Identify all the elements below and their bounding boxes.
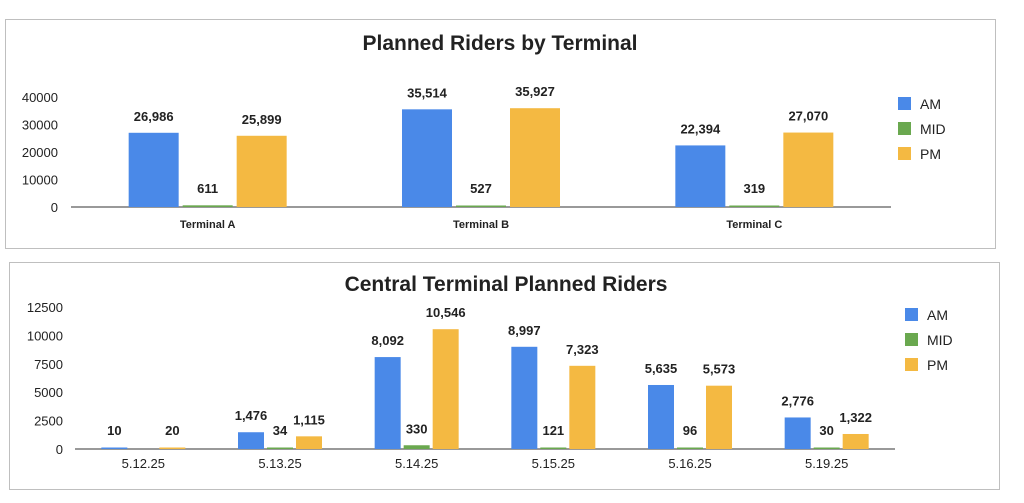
bar-am [101,447,128,449]
bar-am [675,145,726,207]
data-label: 26,986 [134,109,174,124]
bar-mid [677,447,703,449]
x-tick-label: Terminal C [726,219,782,231]
data-label: 5,573 [703,362,736,377]
data-label: 1,476 [235,408,268,423]
legend-label-pm: PM [920,146,941,162]
data-label: 10 [107,423,121,438]
chart-title: Planned Riders by Terminal [362,32,637,55]
data-label: 96 [683,423,697,438]
bar-mid [403,445,430,449]
x-tick-label: Terminal B [453,219,509,231]
legend-label-mid: MID [927,332,953,348]
y-tick-label: 7500 [34,357,63,372]
data-label: 527 [470,181,492,196]
data-label: 8,092 [371,333,404,348]
legend-label-pm: PM [927,357,948,373]
bar-mid [267,447,293,449]
y-tick-label: 0 [51,200,58,215]
x-tick-label: 5.12.25 [122,456,165,471]
legend-label-mid: MID [920,121,946,137]
data-label: 1,115 [293,412,325,427]
data-label: 25,899 [242,112,282,127]
data-label: 7,323 [566,342,599,357]
bar-pm [236,135,287,207]
y-tick-label: 10000 [22,173,58,188]
data-label: 34 [273,423,288,438]
legend-swatch-pm [905,358,918,371]
chart-panel-terminals: Planned Riders by Terminal 0 10000 20000 300… [5,19,996,249]
data-label: 611 [197,181,218,196]
bar-mid [729,205,780,207]
data-label: 8,997 [508,323,541,338]
y-tick-label: 10000 [27,328,63,343]
bar-am [128,132,179,207]
chart-panel-central: Central Terminal Planned Riders 0 2500 5000… [9,262,1000,490]
bar-am [402,109,452,207]
x-tick-label: 5.13.25 [258,456,301,471]
bar-am [511,346,538,449]
data-label: 10,546 [426,305,466,320]
bar-pm [842,433,869,449]
legend-swatch-am [898,97,911,110]
y-tick-label: 0 [56,442,63,457]
data-label: 319 [743,181,765,196]
bar-pm [510,108,560,207]
y-tick-label: 2500 [34,414,63,429]
data-label: 35,514 [407,85,448,100]
data-label: 2,776 [781,393,814,408]
legend-swatch-mid [905,333,918,346]
data-label: 5,635 [645,361,678,376]
legend-swatch-am [905,308,918,321]
x-tick-label: 5.15.25 [532,456,575,471]
bar-mid [540,447,567,449]
bar-am [648,384,674,449]
data-label: 22,394 [680,121,721,136]
legend-label-am: AM [920,96,941,112]
x-tick-label: Terminal A [180,219,236,231]
y-tick-label: 20000 [22,145,58,160]
bar-mid [456,205,506,207]
chart-terminals: Planned Riders by Terminal 0 10000 20000 300… [22,32,946,231]
data-label: 121 [542,423,564,438]
data-label: 27,070 [788,109,828,124]
bar-pm [159,447,186,449]
data-label: 1,322 [839,410,872,425]
data-label: 330 [406,421,428,436]
legend-label-am: AM [927,307,948,323]
bar-pm [783,132,834,207]
bar-pm [432,329,459,449]
data-label: 35,927 [515,84,555,99]
chart-central: Central Terminal Planned Riders 0 2500 5000… [27,273,953,471]
bar-am [374,357,401,449]
y-tick-label: 5000 [34,385,63,400]
bar-pm [569,365,596,449]
x-tick-label: 5.19.25 [805,456,848,471]
bar-am [784,417,811,449]
legend-swatch-pm [898,147,911,160]
chart-title: Central Terminal Planned Riders [345,273,668,296]
y-tick-label: 12500 [27,300,63,315]
legend-swatch-mid [898,122,911,135]
x-tick-label: 5.14.25 [395,456,438,471]
y-tick-label: 30000 [22,118,58,133]
data-label: 30 [819,423,833,438]
bar-pm [296,436,322,449]
bar-mid [813,447,840,449]
x-tick-label: 5.16.25 [668,456,711,471]
bar-pm [706,385,732,449]
y-tick-label: 40000 [22,90,58,105]
bar-mid [182,205,233,207]
bar-am [238,432,264,449]
data-label: 20 [165,423,179,438]
